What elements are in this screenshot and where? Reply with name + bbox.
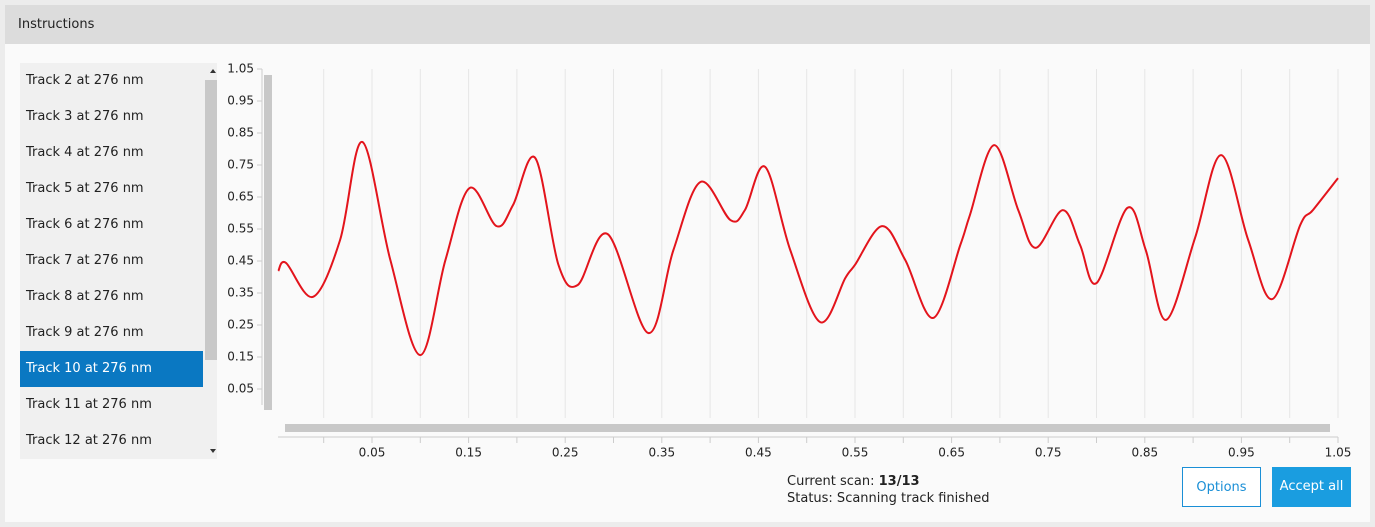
scroll-down[interactable] (210, 449, 216, 453)
scan-line: Current scan: 13/13 (787, 474, 920, 489)
list-scroll-thumb[interactable] (205, 80, 217, 360)
x-tick-label: 0.45 (745, 446, 772, 460)
scroll-up[interactable] (210, 69, 216, 73)
x-tick-label: 0.65 (938, 446, 965, 460)
status-text: Status: Scanning track finished (787, 491, 990, 506)
y-tick-label: 0.95 (227, 94, 254, 108)
track-item[interactable]: Track 10 at 276 nm (20, 351, 203, 387)
track-item[interactable]: Track 3 at 276 nm (26, 109, 144, 124)
y-tick-label: 0.05 (227, 382, 254, 396)
track-item[interactable]: Track 4 at 276 nm (26, 145, 144, 160)
track-item[interactable]: Track 12 at 276 nm (26, 433, 152, 448)
track-item[interactable]: Track 11 at 276 nm (26, 397, 152, 412)
scan-label: Current scan: (787, 474, 875, 489)
y-tick-label: 1.05 (227, 62, 254, 76)
y-scrollbar[interactable] (264, 75, 272, 410)
x-scrollbar[interactable] (285, 424, 1330, 432)
x-tick-label: 0.05 (359, 446, 386, 460)
y-tick-label: 0.75 (227, 158, 254, 172)
accept-all-button[interactable]: Accept all (1272, 467, 1351, 507)
data-line (277, 140, 1339, 357)
track-item[interactable]: Track 8 at 276 nm (26, 289, 144, 304)
y-tick-label: 0.55 (227, 222, 254, 236)
track-item[interactable]: Track 9 at 276 nm (26, 325, 144, 340)
x-tick-label: 0.85 (1131, 446, 1158, 460)
options-button[interactable]: Options (1182, 467, 1261, 507)
header: Instructions (5, 5, 1370, 44)
x-tick-label: 0.95 (1228, 446, 1255, 460)
x-tick-label: 0.25 (552, 446, 579, 460)
x-tick-label: 0.75 (1035, 446, 1062, 460)
y-tick-label: 0.15 (227, 350, 254, 364)
header-title: Instructions (18, 17, 95, 32)
y-tick-label: 0.35 (227, 286, 254, 300)
x-tick-label: 0.55 (842, 446, 869, 460)
panel (5, 44, 1370, 522)
track-item[interactable]: Track 6 at 276 nm (26, 217, 144, 232)
x-tick-label: 0.15 (455, 446, 482, 460)
scan-value: 13/13 (878, 474, 920, 489)
track-list: Track 2 at 276 nm Track 3 at 276 nm Track … (20, 63, 203, 459)
track-item[interactable]: Track 7 at 276 nm (26, 253, 144, 268)
track-item[interactable]: Track 5 at 276 nm (26, 181, 144, 196)
y-tick-label: 0.65 (227, 190, 254, 204)
track-item[interactable]: Track 2 at 276 nm (26, 73, 144, 88)
x-tick-label: 0.35 (648, 446, 675, 460)
x-tick-label: 1.05 (1325, 446, 1352, 460)
y-tick-label: 0.25 (227, 318, 254, 332)
y-tick-label: 0.85 (227, 126, 254, 140)
y-tick-label: 0.45 (227, 254, 254, 268)
